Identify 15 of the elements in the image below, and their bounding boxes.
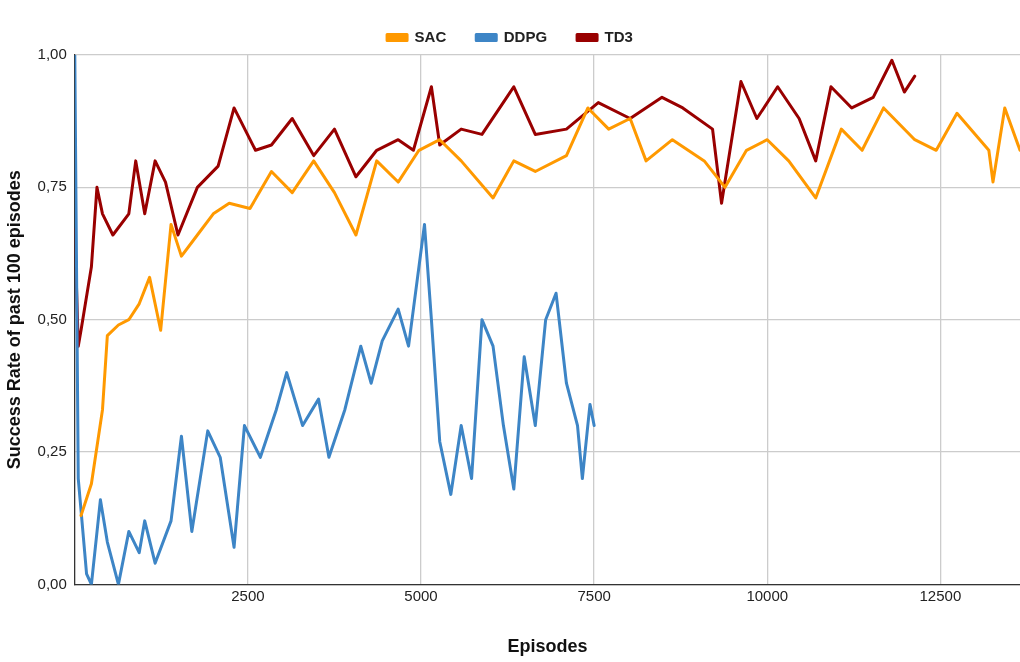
y-tick-label: 0,00 xyxy=(37,574,67,592)
legend-label: TD3 xyxy=(604,27,633,45)
x-tick-label: 10000 xyxy=(746,586,789,604)
x-tick-label: 7500 xyxy=(577,586,611,604)
y-tick-label: 0,75 xyxy=(37,177,67,195)
y-tick-label: 1,00 xyxy=(37,45,67,63)
y-tick-label: 0,50 xyxy=(37,309,67,327)
legend-label: SAC xyxy=(414,27,447,45)
x-axis-title: Episodes xyxy=(507,636,588,657)
y-tick-label: 0,25 xyxy=(37,442,67,460)
y-axis-title: Success Rate of past 100 episodes xyxy=(3,170,24,470)
legend-label: DDPG xyxy=(503,27,548,45)
x-tick-label: 2500 xyxy=(231,586,265,604)
x-tick-label: 12500 xyxy=(919,586,962,604)
x-tick-label: 5000 xyxy=(404,586,438,604)
